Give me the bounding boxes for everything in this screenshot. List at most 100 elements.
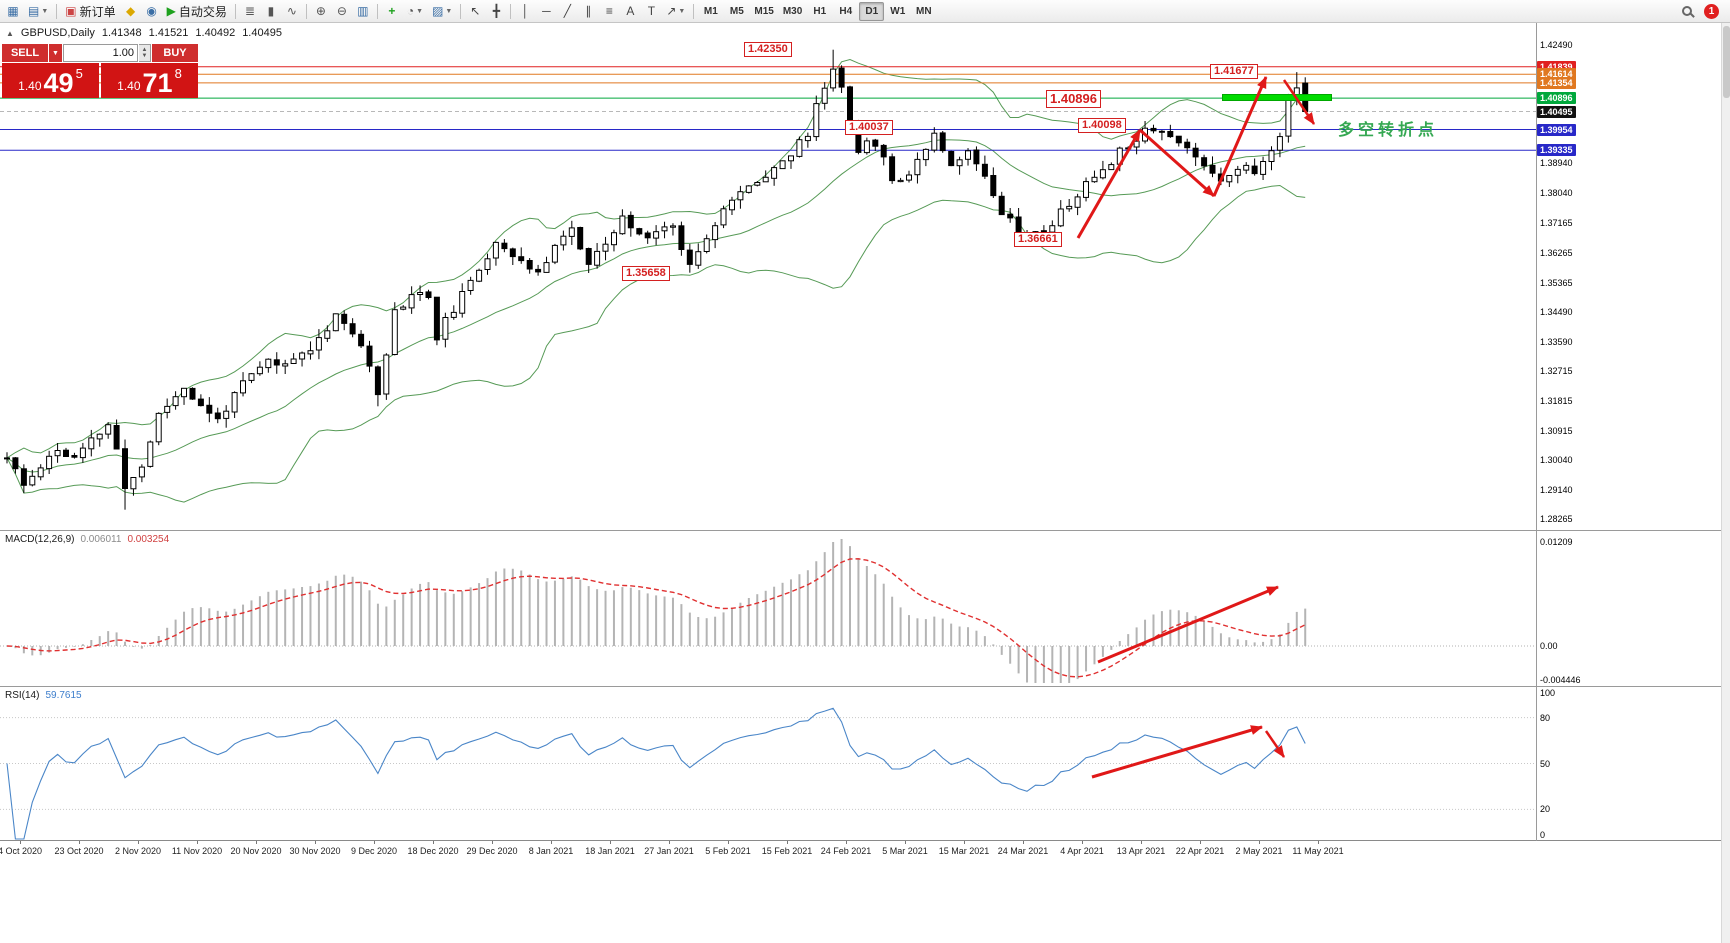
- new-order-button[interactable]: ▣ 新订单: [61, 2, 119, 21]
- chart-profiles-icon[interactable]: ▤ ▼: [24, 2, 52, 21]
- text-icon[interactable]: A: [620, 2, 640, 21]
- volume-input[interactable]: 1.00: [63, 44, 138, 62]
- price-axis-label: 1.38040: [1540, 188, 1573, 199]
- price-flag[interactable]: 1.36661: [1014, 232, 1062, 247]
- time-axis-tick: [1259, 841, 1260, 844]
- label-icon[interactable]: T: [641, 2, 661, 21]
- profile-icon[interactable]: ◉: [142, 2, 162, 21]
- buy-button[interactable]: BUY: [152, 44, 198, 62]
- price-flag[interactable]: 1.41677: [1210, 64, 1258, 79]
- price-axis-label: 1.33590: [1540, 336, 1573, 347]
- date-label: 18 Dec 2020: [407, 846, 459, 856]
- horizontal-line-icon: ─: [542, 4, 551, 18]
- macd-panel-canvas[interactable]: [0, 531, 1536, 686]
- template-icon: ▨: [432, 4, 444, 18]
- time-axis-tick: [728, 841, 729, 844]
- ohlc-high: 1.41521: [148, 27, 189, 39]
- fibonacci-icon[interactable]: ≡: [599, 2, 619, 21]
- candlestick-chart-icon[interactable]: ▮: [261, 2, 281, 21]
- date-label: 15 Feb 2021: [761, 846, 813, 856]
- price-line-tag: 1.39335: [1537, 144, 1576, 157]
- rsi-axis-label: 0: [1540, 830, 1546, 840]
- price-flag[interactable]: 1.40098: [1078, 118, 1126, 133]
- cursor-icon[interactable]: ↖: [465, 2, 485, 21]
- zoom-in-icon[interactable]: ⊕: [311, 2, 331, 21]
- cursor-icon: ↖: [470, 4, 481, 18]
- date-label: 2 May 2021: [1235, 846, 1283, 856]
- macd-axis-label: 0.00: [1540, 641, 1558, 651]
- time-axis[interactable]: 4 Oct 2020 23 Oct 2020 2 Nov 2020 11 Nov 20…: [0, 841, 1536, 862]
- panel-separator[interactable]: [0, 530, 1722, 531]
- crosshair-icon[interactable]: ╋: [486, 2, 506, 21]
- bid-price-button[interactable]: 1.40 49 5: [2, 63, 99, 98]
- timeframe-h4[interactable]: H4: [839, 5, 853, 17]
- arrows-tool-icon[interactable]: ↗ ▼: [662, 2, 689, 21]
- macd-main-value: 0.006011: [80, 534, 122, 545]
- timeframe-h1[interactable]: H1: [813, 5, 827, 17]
- timeframe-m5[interactable]: M5: [729, 5, 744, 17]
- date-label: 4 Apr 2021: [1060, 846, 1104, 856]
- trade-panel-caret[interactable]: ▼: [49, 44, 62, 62]
- tile-windows-icon[interactable]: ▥: [353, 2, 373, 21]
- time-axis-tick: [787, 841, 788, 844]
- crosshair-icon: ╋: [492, 4, 500, 18]
- time-axis-tick: [138, 841, 139, 844]
- price-axis-label: 1.34490: [1540, 306, 1573, 317]
- timeframe-m30[interactable]: M30: [782, 5, 803, 17]
- search-icon[interactable]: [1677, 2, 1697, 21]
- vertical-scrollbar[interactable]: [1721, 23, 1730, 943]
- date-label: 23 Oct 2020: [54, 846, 104, 856]
- time-axis-tick: [551, 841, 552, 844]
- rsi-panel-canvas[interactable]: [0, 687, 1536, 840]
- date-label: 24 Mar 2021: [997, 846, 1049, 856]
- timeframe-w1[interactable]: W1: [890, 5, 906, 17]
- price-axis-label: 1.36265: [1540, 247, 1573, 258]
- price-flag[interactable]: 1.40037: [845, 120, 893, 135]
- template-icon[interactable]: ▨ ▼: [428, 2, 456, 21]
- zoom-out-icon[interactable]: ⊖: [332, 2, 352, 21]
- price-line-tag: 1.39954: [1537, 123, 1576, 136]
- line-chart-icon[interactable]: ∿: [282, 2, 302, 21]
- date-label: 29 Dec 2020: [466, 846, 518, 856]
- autotrade-icon: ▶: [166, 4, 176, 18]
- metaeditor-icon[interactable]: ◆: [121, 2, 141, 21]
- panel-separator[interactable]: [0, 686, 1722, 687]
- indicators-icon: +: [388, 4, 396, 18]
- notification-badge[interactable]: 1: [1704, 3, 1719, 19]
- scrollbar-thumb[interactable]: [1723, 26, 1730, 98]
- timeframe-mn[interactable]: MN: [915, 5, 932, 17]
- date-label: 5 Mar 2021: [882, 846, 928, 856]
- label-icon: T: [647, 4, 656, 18]
- vertical-line-icon[interactable]: │: [515, 2, 535, 21]
- price-flag[interactable]: 1.40896: [1046, 90, 1101, 108]
- tile-windows-icon: ▥: [357, 4, 369, 18]
- bar-chart-icon[interactable]: ≣: [240, 2, 260, 21]
- channel-icon[interactable]: ∥: [578, 2, 598, 21]
- candlestick-chart-icon: ▮: [267, 4, 275, 18]
- date-label: 4 Oct 2020: [0, 846, 43, 856]
- volume-stepper[interactable]: ▲ ▼: [139, 44, 151, 62]
- ask-pipette: 8: [174, 66, 182, 81]
- timeframe-d1[interactable]: D1: [859, 1, 885, 21]
- time-axis-tick: [374, 841, 375, 844]
- indicators-icon[interactable]: +: [382, 2, 402, 21]
- bid-big-digits: 49: [43, 68, 74, 98]
- price-axis-label: 1.37165: [1540, 217, 1573, 228]
- price-flag[interactable]: 1.42350: [744, 42, 792, 57]
- horizontal-line-icon[interactable]: ─: [536, 2, 556, 21]
- periods-icon[interactable]: ◔ ▼: [403, 2, 427, 21]
- price-axis-label: 1.29140: [1540, 485, 1573, 495]
- price-flag[interactable]: 1.35658: [622, 266, 670, 281]
- time-axis-tick: [256, 841, 257, 844]
- timeframe-m15[interactable]: M15: [754, 5, 774, 17]
- bid-pipette: 5: [75, 66, 83, 81]
- price-axis-label: 1.31815: [1540, 395, 1573, 406]
- sell-button[interactable]: SELL: [2, 44, 48, 62]
- price-axis-label: 1.32715: [1540, 365, 1573, 376]
- ask-price-button[interactable]: 1.40 71 8: [101, 63, 198, 98]
- trendline-icon[interactable]: ╱: [557, 2, 577, 21]
- timeframe-m1[interactable]: M1: [703, 5, 718, 17]
- autotrade-button[interactable]: ▶ 自动交易: [163, 2, 231, 21]
- toolbar-separator: [510, 3, 512, 19]
- new-chart-icon[interactable]: ▦: [3, 2, 23, 21]
